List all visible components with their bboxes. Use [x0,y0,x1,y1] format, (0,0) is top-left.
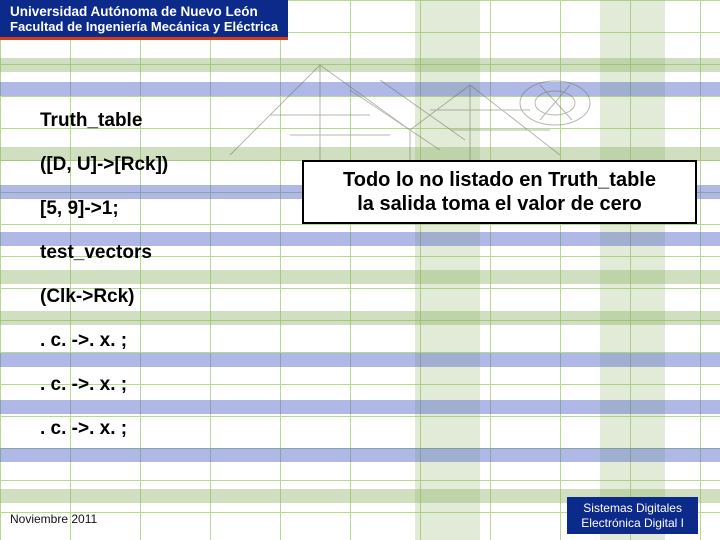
code-line: (Clk->Rck) [40,286,700,308]
footer-course-2: Electrónica Digital I [581,516,684,530]
callout-box: Todo lo no listado en Truth_table la sal… [302,160,697,224]
university-name: Universidad Autónoma de Nuevo León [10,4,278,20]
callout-line-1: Todo lo no listado en Truth_table [314,168,685,192]
footer-date: Noviembre 2011 [10,512,97,526]
header: Universidad Autónoma de Nuevo León Facul… [0,0,288,40]
callout-line-2: la salida toma el valor de cero [314,192,685,216]
footer-course: Sistemas Digitales Electrónica Digital I [567,497,698,534]
code-line: Truth_table [40,110,700,132]
code-line: . c. ->. x. ; [40,418,700,440]
footer-course-1: Sistemas Digitales [581,501,684,515]
code-line: . c. ->. x. ; [40,374,700,396]
code-line: . c. ->. x. ; [40,330,700,352]
faculty-name: Facultad de Ingeniería Mecánica y Eléctr… [10,20,278,35]
code-line: test_vectors [40,242,700,264]
header-accent-bar [0,37,288,40]
